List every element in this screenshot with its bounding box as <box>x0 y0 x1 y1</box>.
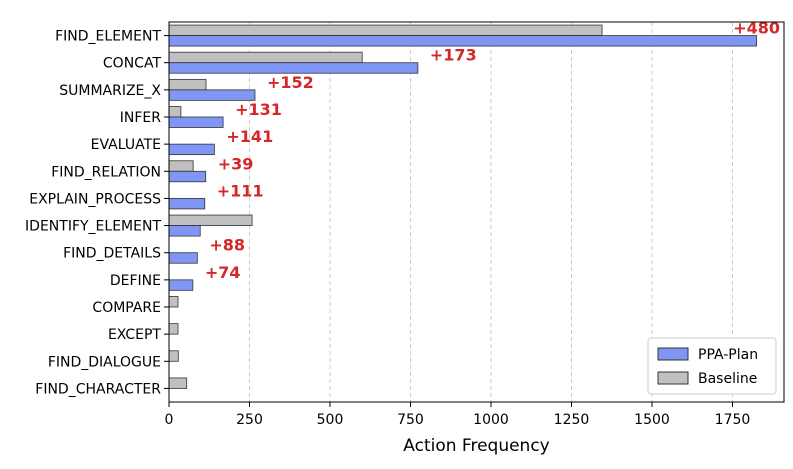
y-tick-label: SUMMARIZE_X <box>59 83 161 99</box>
legend-label-ppa-plan: PPA-Plan <box>698 347 758 363</box>
y-tick-label: DEFINE <box>110 273 161 289</box>
bar-baseline <box>168 214 253 226</box>
bar-baseline <box>168 350 179 362</box>
y-tick-label: FIND_ELEMENT <box>55 29 161 45</box>
x-tick-label: 1500 <box>634 412 670 428</box>
y-tick-label: FIND_CHARACTER <box>35 381 161 397</box>
x-axis-title: Action Frequency <box>403 436 549 456</box>
bar-ppa-plan <box>168 35 758 47</box>
bar-ppa-plan <box>168 170 207 183</box>
bar-ppa-plan <box>168 252 198 264</box>
delta-annotation: +141 <box>226 127 273 146</box>
bar-ppa-plan <box>168 198 206 210</box>
delta-annotations: +480 +173 +152 +131 +141 +39 +111 +88 +74 <box>205 19 780 282</box>
y-tick-label: FIND_DETAILS <box>63 246 161 262</box>
y-tick-label: COMPARE <box>92 300 161 316</box>
y-tick-label: CONCAT <box>103 56 162 72</box>
bar-baseline <box>168 78 207 91</box>
bar-baseline <box>168 51 363 64</box>
bar-baseline <box>168 106 182 118</box>
delta-annotation: +131 <box>235 100 282 119</box>
delta-annotation: +111 <box>217 181 264 200</box>
legend-swatch-ppa-plan <box>657 347 689 361</box>
legend-swatch-baseline <box>657 371 689 385</box>
delta-annotation: +152 <box>267 73 314 92</box>
bar-baseline <box>168 323 179 335</box>
bar-baseline <box>168 377 188 389</box>
x-tick-label: 750 <box>397 412 424 428</box>
bar-ppa-plan <box>168 116 224 128</box>
x-tick-label: 250 <box>236 412 263 428</box>
bar-baseline <box>168 296 179 308</box>
legend: PPA-Plan Baseline <box>647 337 777 395</box>
grid-lines <box>168 22 733 402</box>
y-tick-label: IDENTIFY_ELEMENT <box>25 219 161 235</box>
y-tick-label: FIND_RELATION <box>51 164 161 180</box>
delta-annotation: +173 <box>430 46 477 65</box>
x-tick-label: 1250 <box>554 412 590 428</box>
x-tick-label: 1000 <box>473 412 509 428</box>
x-tick-label: 1750 <box>715 412 751 428</box>
bar-baseline <box>168 160 194 172</box>
y-axis-ticks: FIND_ELEMENT CONCAT SUMMARIZE_X INFER EVALUA… <box>25 29 169 397</box>
x-tick-label: 500 <box>317 412 344 428</box>
delta-annotation: +88 <box>209 236 245 255</box>
bar-ppa-plan <box>168 143 215 156</box>
delta-annotation: +39 <box>218 154 254 173</box>
y-tick-label: INFER <box>120 110 162 126</box>
delta-annotation: +74 <box>205 263 241 282</box>
bar-ppa-plan <box>168 279 194 291</box>
plot-frame <box>168 21 785 403</box>
delta-annotation: +480 <box>733 19 780 38</box>
bar-ppa-plan <box>168 62 419 74</box>
y-tick-label: FIND_DIALOGUE <box>48 354 161 370</box>
bars <box>168 24 758 389</box>
y-tick-label: EXPLAIN_PROCESS <box>29 191 161 207</box>
bar-ppa-plan <box>168 89 256 101</box>
x-axis-ticks: 0 250 500 750 1000 1250 1500 1750 <box>165 402 751 428</box>
legend-label-baseline: Baseline <box>698 371 757 387</box>
bar-baseline <box>168 24 603 36</box>
y-tick-label: EXCEPT <box>108 327 161 343</box>
y-tick-label: EVALUATE <box>91 137 161 153</box>
bar-ppa-plan <box>168 225 201 237</box>
x-tick-label: 0 <box>165 412 174 428</box>
